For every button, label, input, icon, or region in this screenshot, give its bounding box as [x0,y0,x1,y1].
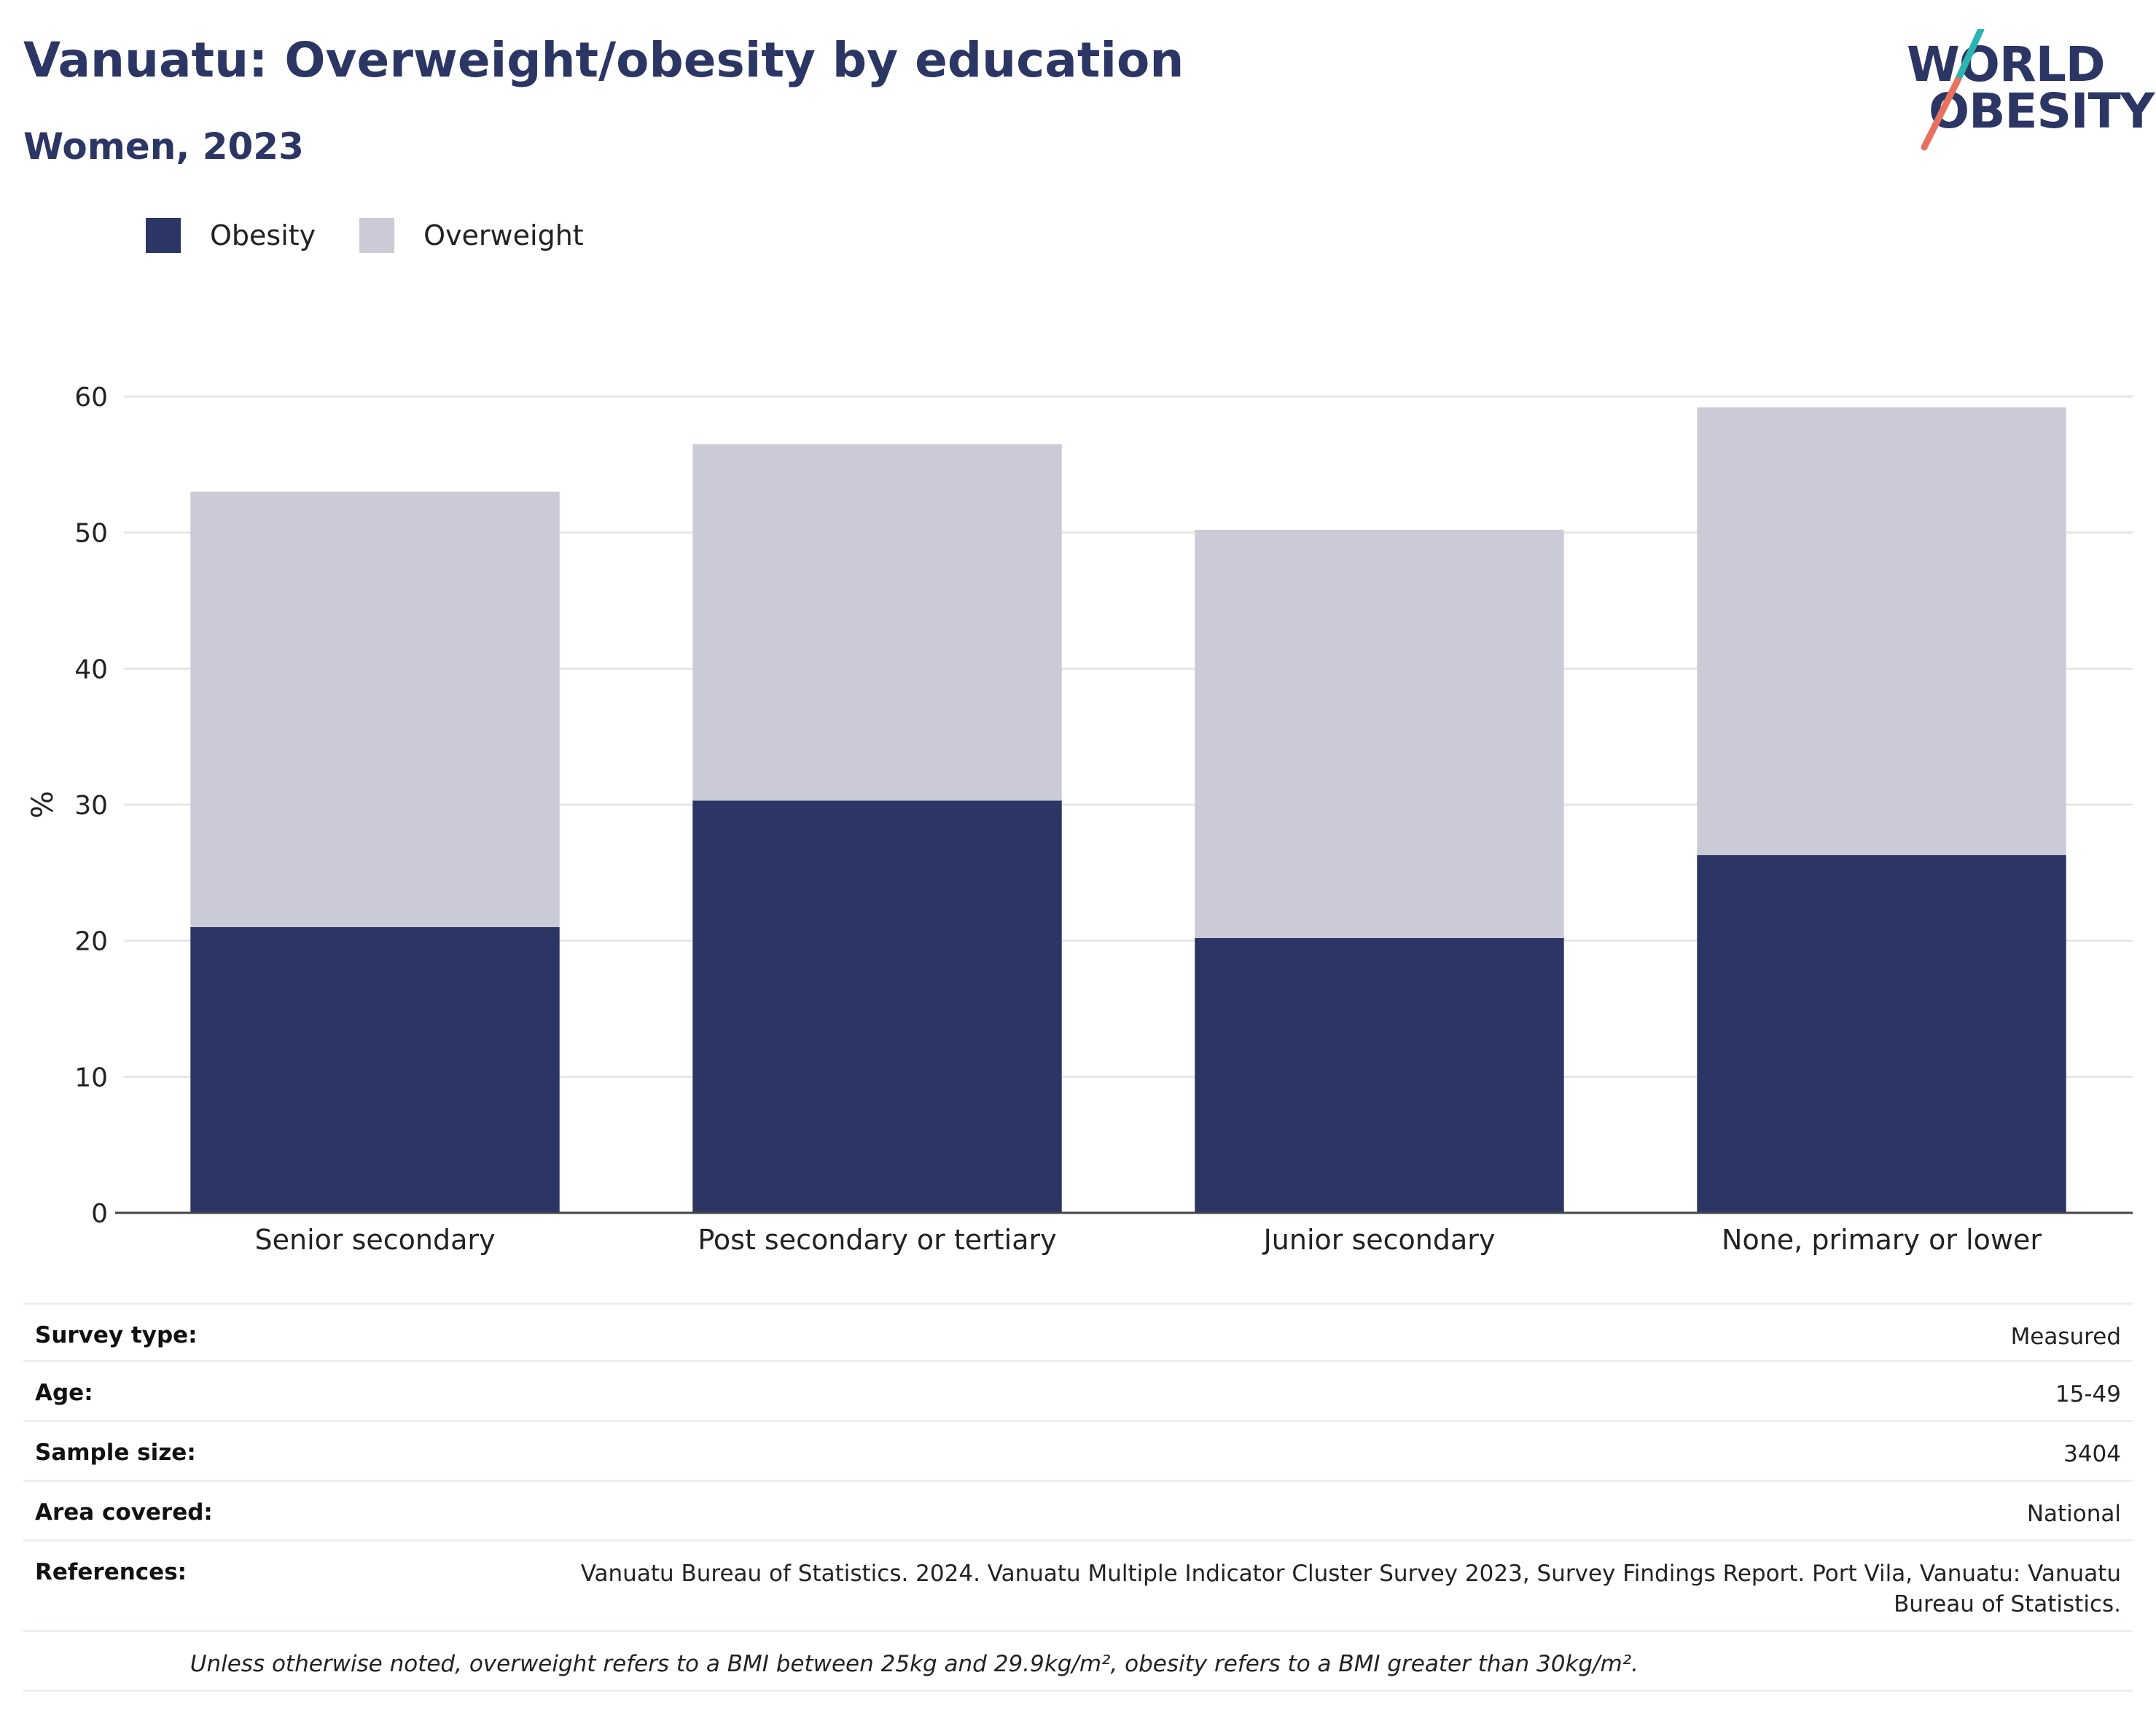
detail-value: National [2026,1501,2121,1527]
bar-obesity-3 [1195,937,1564,1213]
bar-overweight-1 [190,491,560,927]
bar-overweight-4 [1697,407,2066,856]
chart-title: Vanuatu: Overweight/obesity by education [23,32,1184,88]
legend-item-overweight[interactable]: Overweight [359,218,584,253]
bar-obesity-4 [1697,855,2066,1213]
bar-obesity-1 [190,927,560,1213]
legend-label-obesity: Obesity [210,219,316,251]
detail-row-references: References: Vanuatu Bureau of Statistics… [23,1542,2133,1632]
y-tick-label: 0 [91,1199,108,1229]
legend-item-obesity[interactable]: Obesity [146,218,316,253]
detail-value: 15-49 [2055,1381,2121,1407]
detail-value: Vanuatu Bureau of Statistics. 2024. Vanu… [580,1561,2121,1617]
detail-label: Survey type: [35,1322,198,1348]
detail-row-sample-size: Sample size: 3404 [23,1422,2133,1482]
x-tick-label: None, primary or lower [1722,1224,2042,1256]
chart-legend: Obesity Overweight [146,217,628,254]
logo-text-obesity: OBESITY [1929,83,2155,139]
logo-slash-icon [1921,29,1985,151]
bmi-definition-note: Unless otherwise noted, overweight refer… [190,1651,1639,1677]
bar-overweight-2 [692,444,1062,801]
x-tick-label: Junior secondary [1262,1224,1496,1256]
logo-text-world: WORLD [1907,36,2106,93]
detail-row-note: Unless otherwise noted, overweight refer… [23,1632,2133,1692]
y-tick-label: 40 [74,655,108,684]
y-tick-label: 10 [74,1063,108,1093]
y-tick-label: 20 [74,927,108,957]
detail-value: 3404 [2063,1441,2121,1467]
detail-label: References: [35,1559,187,1585]
y-tick-label: 60 [74,383,108,413]
detail-label: Sample size: [35,1440,196,1466]
detail-label: Area covered: [35,1499,213,1526]
legend-swatch-obesity [146,218,181,253]
y-axis-label: % [26,791,60,819]
x-tick-label: Post secondary or tertiary [698,1224,1056,1256]
detail-row-age: Age: 15-49 [23,1362,2133,1422]
detail-value: Measured [2010,1324,2121,1350]
x-tick-label: Senior secondary [254,1224,495,1256]
y-tick-label: 30 [74,791,108,821]
y-tick-label: 50 [74,519,108,549]
detail-row-survey-type: Survey type: Measured [23,1303,2133,1362]
bar-overweight-3 [1195,529,1564,938]
chart-subtitle: Women, 2023 [23,125,304,168]
survey-details-table: Survey type: Measured Age: 15-49 Sample … [23,1303,2133,1692]
world-obesity-logo: WORLD OBESITY [1895,29,2155,153]
detail-label: Age: [35,1380,93,1406]
bar-obesity-2 [692,800,1062,1213]
bar-chart: 0 10 20 30 40 50 60% Senior secondary Post secon… [26,383,2133,1256]
legend-swatch-overweight [359,218,395,253]
detail-row-area-covered: Area covered: National [23,1482,2133,1542]
legend-label-overweight: Overweight [423,219,584,251]
